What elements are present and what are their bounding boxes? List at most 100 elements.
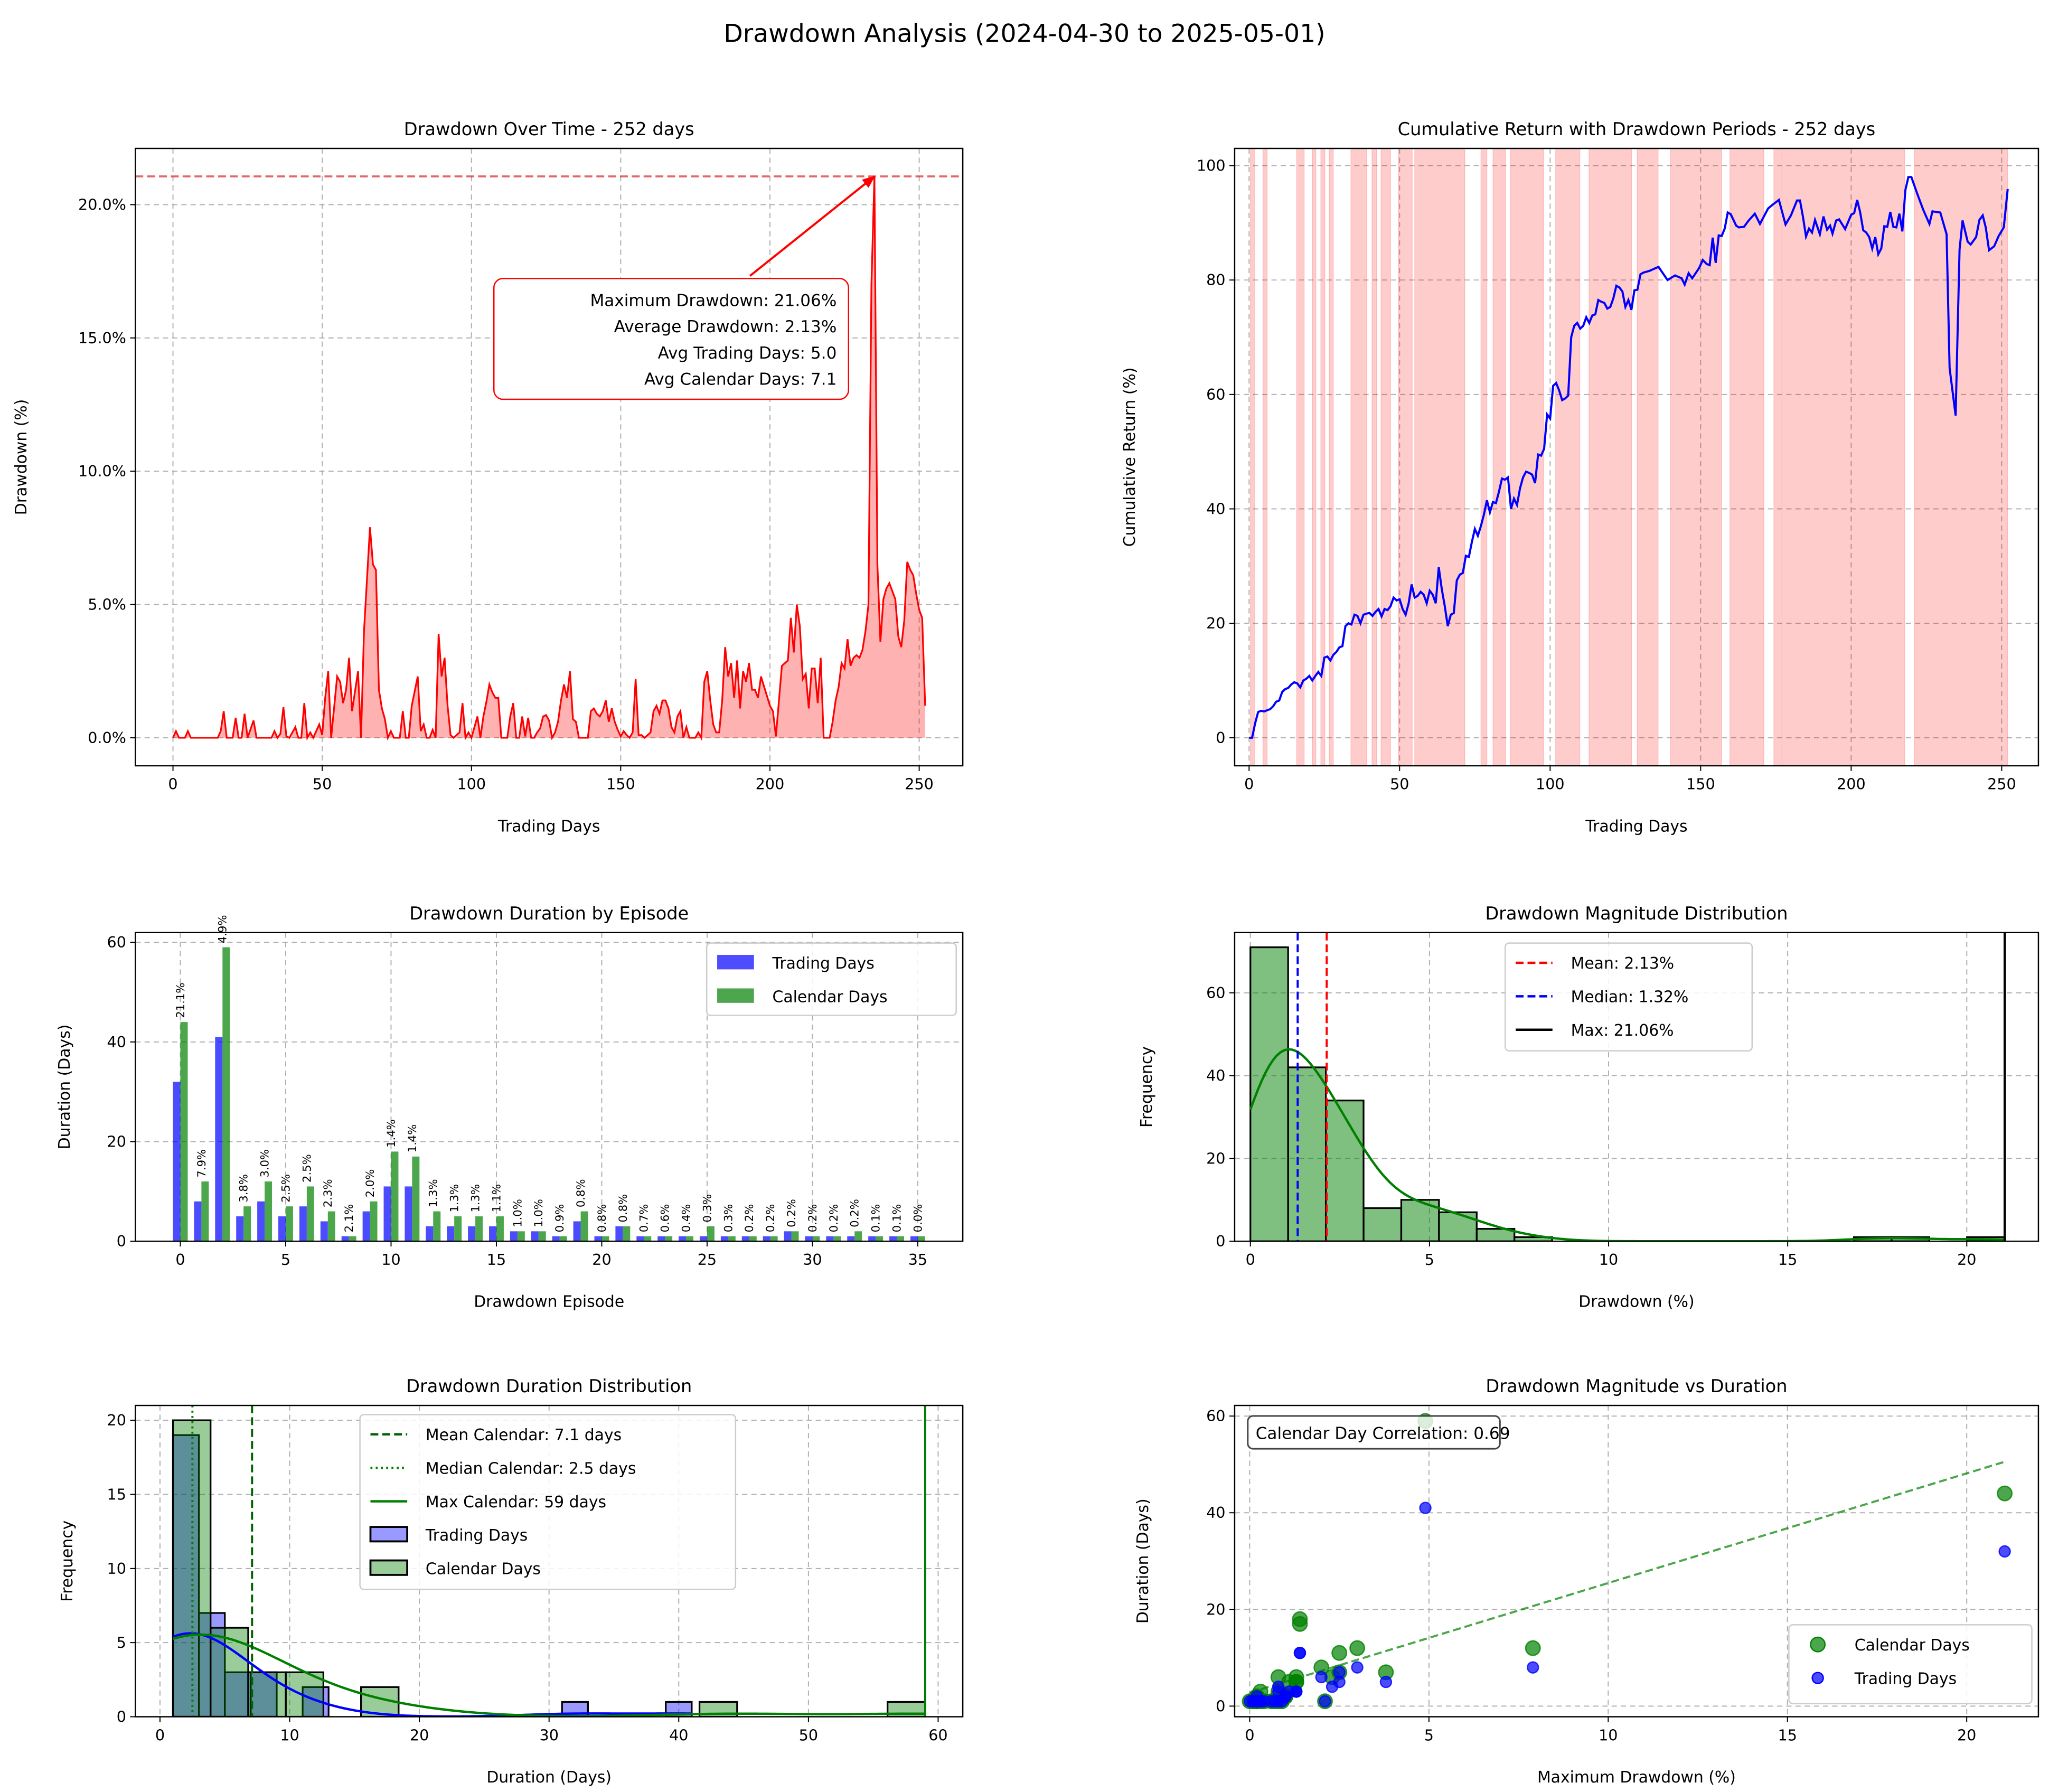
trading-days-bar (552, 1236, 560, 1242)
drawdown-period-span (1350, 148, 1367, 766)
trading-days-bar (320, 1221, 328, 1242)
calendar-days-bar (559, 1236, 567, 1242)
bar-data-label: 1.3% (469, 1184, 482, 1213)
drawdown-period-span (1371, 148, 1377, 766)
calendar-days-bar (833, 1236, 841, 1242)
trading-days-bar (257, 1201, 265, 1242)
x-tick-label: 100 (1536, 775, 1565, 793)
legend-label: Max: 21.06% (1571, 1021, 1674, 1040)
x-tick-label: 100 (457, 775, 486, 793)
legend-swatch (717, 955, 754, 970)
bar-data-label: 3.0% (258, 1149, 271, 1178)
trading-days-point (1243, 1695, 1256, 1707)
calendar-days-bar (201, 1181, 209, 1242)
legend-label: Calendar Days (772, 988, 887, 1007)
drawdown-period-span (1312, 148, 1317, 766)
plot-area (173, 947, 925, 1242)
y-axis-label: Drawdown (%) (12, 399, 31, 515)
bar-data-label: 0.2% (827, 1204, 840, 1233)
x-tick-label: 0 (155, 1726, 165, 1744)
trading-days-point (1379, 1675, 1393, 1688)
trading-days-bar (215, 1037, 223, 1242)
y-tick-label: 20 (1206, 1600, 1225, 1618)
calendar-days-bar (917, 1236, 925, 1242)
bar-data-label: 0.9% (553, 1204, 566, 1233)
axes-frame (1234, 147, 2039, 767)
drawdown-period-span (1320, 148, 1326, 766)
bar-data-label: 1.0% (511, 1199, 524, 1227)
x-tick-label: 20 (410, 1726, 429, 1744)
x-tick-label: 20 (592, 1251, 611, 1269)
trading-days-bar (594, 1236, 602, 1242)
trading-days-bar (488, 1226, 496, 1242)
x-tick-label: 50 (313, 775, 332, 793)
calendar-days-bar (349, 1236, 356, 1242)
trading-days-bar (699, 1236, 707, 1242)
drawdown-period-span (1380, 148, 1391, 766)
bar-data-label: 0.7% (637, 1204, 651, 1233)
drawdown-period-span (1329, 148, 1334, 766)
drawdown-period-span (1480, 148, 1488, 766)
x-tick-label: 15 (1778, 1251, 1797, 1269)
x-tick-label: 200 (756, 775, 785, 793)
annotation-text: Avg Trading Days: 5.0 (658, 344, 837, 363)
bar-data-label: 0.2% (764, 1204, 777, 1233)
calendar-days-bar (707, 1226, 715, 1242)
calendar-days-bar (475, 1216, 483, 1242)
y-axis-label: Duration (Days) (55, 1025, 74, 1150)
drawdown-period-span (1555, 148, 1581, 766)
drawdown-period-span (1249, 148, 1255, 766)
legend-box (1504, 942, 1753, 1052)
x-tick-label: 10 (381, 1251, 400, 1269)
x-tick-label: 35 (908, 1251, 927, 1269)
y-tick-label: 0 (1216, 1232, 1225, 1250)
y-tick-label: 60 (1206, 984, 1225, 1002)
x-tick-label: 20 (1957, 1726, 1976, 1744)
legend-label: Median Calendar: 2.5 days (426, 1459, 636, 1478)
histogram-bar (1514, 1236, 1553, 1242)
x-tick-label: 30 (803, 1251, 822, 1269)
y-tick-label: 15.0% (78, 329, 126, 347)
y-tick-label: 20 (107, 1411, 126, 1429)
drawdown-period-span (1914, 148, 2008, 766)
subplot-2: 0 50 100 150 200 250 0 20 40 60 80 100 Cumulative Re… (1121, 119, 2039, 836)
trading-days-point (1527, 1661, 1539, 1674)
bar-data-label: 1.4% (384, 1119, 398, 1148)
calendar-days-bar (370, 1201, 378, 1242)
calendar-days-bar (728, 1236, 736, 1242)
y-axis-label: Duration (Days) (1134, 1498, 1152, 1624)
y-tick-label: 20.0% (78, 195, 126, 213)
legend: Calendar Days Trading Days (1788, 1624, 2033, 1704)
x-tick-label: 50 (1390, 775, 1409, 793)
y-tick-label: 0 (117, 1232, 126, 1250)
y-tick-label: 5.0% (88, 596, 126, 614)
trading-days-bar (383, 1186, 391, 1242)
cumulative-return-line (1249, 176, 2009, 739)
x-tick-label: 0 (1246, 1251, 1255, 1269)
calendar-days-bar (812, 1236, 820, 1242)
legend-label: Max Calendar: 59 days (426, 1493, 606, 1512)
drawdown-period-span (1637, 148, 1659, 766)
bar-data-label: 1.0% (532, 1199, 545, 1227)
bar-data-label: 2.3% (321, 1179, 334, 1207)
x-tick-label: 0 (1245, 1726, 1254, 1744)
plot-area (172, 1405, 926, 1717)
legend-label: Calendar Days (1855, 1636, 1970, 1655)
y-tick-label: 60 (1206, 386, 1225, 404)
axes-frame (135, 1404, 964, 1718)
bar-data-label: 0.1% (869, 1204, 882, 1233)
x-tick-label: 10 (280, 1726, 299, 1744)
calendar-days-bar (285, 1206, 293, 1242)
trading-days-bar (826, 1236, 834, 1242)
legend-box (706, 942, 957, 1016)
correlation-box (1247, 1415, 1501, 1450)
bar-data-label: 0.6% (659, 1204, 672, 1233)
legend-box (1788, 1624, 2033, 1704)
trading-days-point (1326, 1681, 1339, 1693)
legend-label: Trading Days (772, 954, 874, 973)
y-tick-label: 0 (117, 1707, 126, 1725)
calendar-days-bar (412, 1156, 420, 1242)
trading-days-point (1419, 1502, 1432, 1514)
subplot-6: 0 5 10 15 20 0 20 40 60 Drawdown Magnitude vs Dur… (1134, 1376, 2039, 1787)
